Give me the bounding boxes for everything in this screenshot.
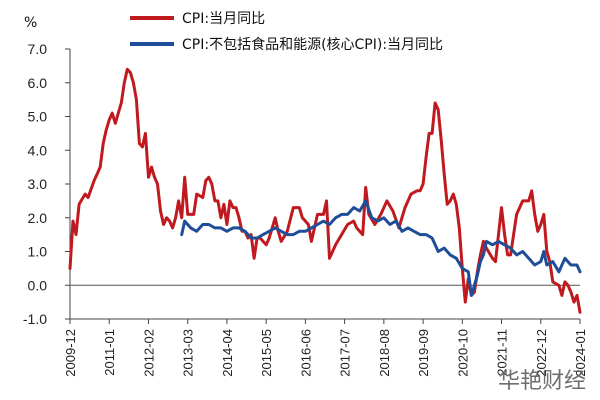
watermark-text: 华艳财经	[498, 369, 586, 394]
x-tick-label: 2018-08	[377, 329, 392, 377]
legend: CPI:当月同比 CPI:不包括食品和能源(核心CPI):当月同比	[130, 11, 443, 53]
y-tick-label: -1.0	[23, 311, 47, 327]
x-tick-label: 2017-07	[338, 329, 353, 377]
x-tick-label: 2020-10	[455, 329, 470, 377]
core-cpi-series-line	[180, 199, 582, 297]
y-tick-label: 6.0	[28, 75, 48, 91]
y-axis: 7.0 6.0 5.0 4.0 3.0 2.0 1.0 0.0 -1.0	[23, 41, 580, 327]
x-tick-label: 2022-12	[534, 329, 549, 377]
x-tick-label: 2011-01	[102, 329, 117, 376]
x-tick-label: 2016-06	[298, 329, 313, 377]
x-tick-label: 2014-04	[220, 329, 235, 377]
y-tick-label: 2.0	[28, 210, 48, 226]
y-axis-unit-label: %	[24, 15, 37, 31]
y-tick-label: 5.0	[28, 109, 48, 125]
y-tick-label: 4.0	[28, 142, 48, 158]
legend-label-core-cpi: CPI:不包括食品和能源(核心CPI):当月同比	[182, 36, 443, 53]
series-layer	[68, 67, 582, 314]
y-tick-label: 1.0	[28, 244, 48, 260]
x-tick-label: 2015-05	[259, 329, 274, 377]
y-tick-label: 0.0	[28, 277, 48, 293]
legend-label-cpi: CPI:当月同比	[182, 11, 265, 27]
x-tick-label: 2013-03	[181, 329, 196, 377]
x-tick-label: 2024-01	[573, 329, 588, 377]
cpi-series-line	[68, 67, 582, 314]
y-tick-label: 7.0	[28, 41, 48, 57]
x-axis: 2009-12 2011-01 2012-02 2013-03 2014-04 2015-…	[63, 318, 588, 377]
x-tick-label: 2019-09	[416, 329, 431, 377]
x-tick-label: 2009-12	[63, 329, 78, 377]
x-tick-label: 2012-02	[141, 329, 156, 377]
y-tick-label: 3.0	[28, 176, 48, 192]
x-tick-label: 2021-11	[495, 329, 510, 376]
